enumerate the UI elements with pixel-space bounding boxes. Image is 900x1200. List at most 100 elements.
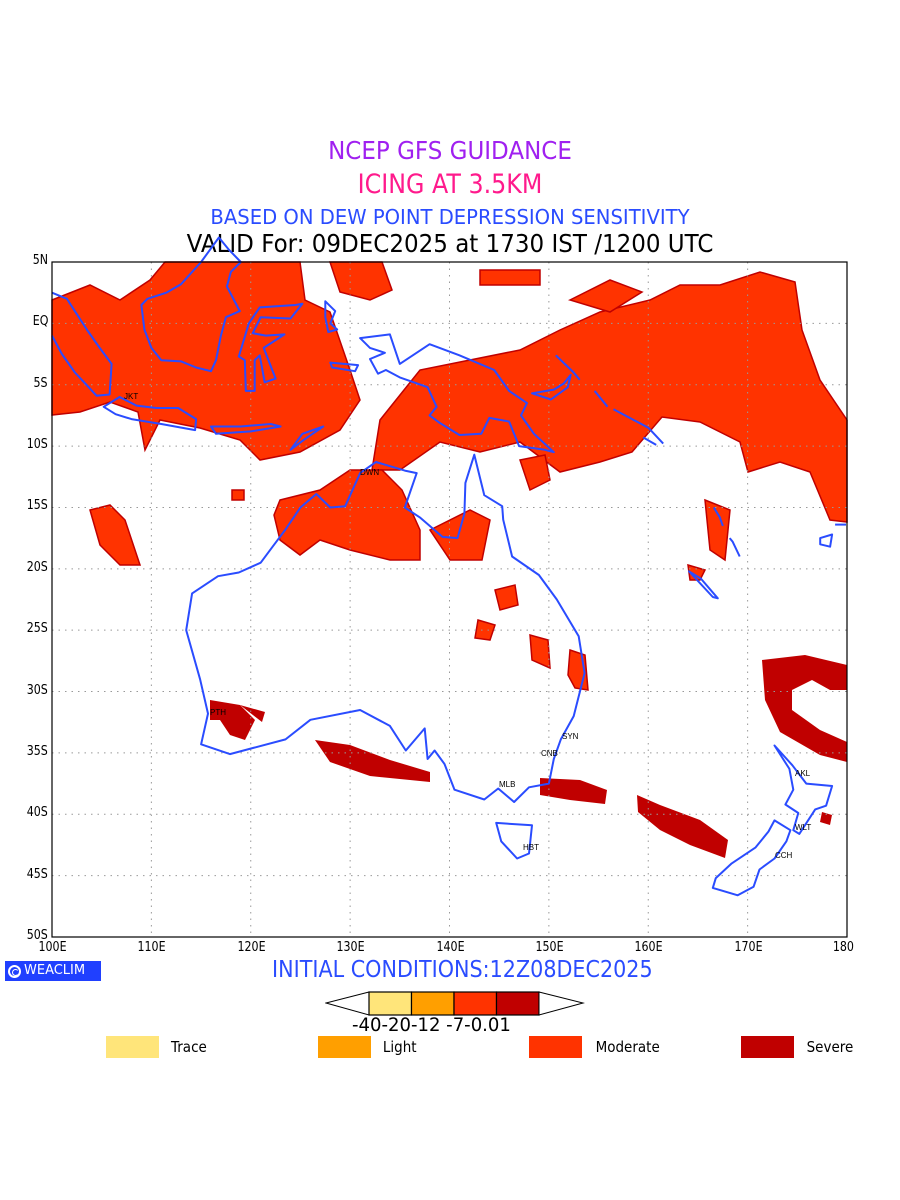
coastline-sumatra <box>51 291 113 397</box>
lat-tick-label: 5S <box>33 375 48 391</box>
severe-icing-area <box>762 655 847 762</box>
moderate-icing-area <box>328 261 393 301</box>
moderate-icing-area <box>371 271 848 523</box>
legend-label: Trace <box>170 1038 207 1056</box>
legend-swatch <box>106 1036 159 1058</box>
coastline-bougainville <box>593 390 609 408</box>
lat-tick-label: 20S <box>26 559 48 575</box>
moderate-icing-area <box>273 469 421 561</box>
coastline-new-caledonia <box>688 570 719 600</box>
title-line-1: NCEP GFS GUIDANCE <box>328 136 572 165</box>
city-label-jkt: JKT <box>124 392 139 401</box>
map-frame <box>51 261 848 938</box>
coastline-vanuatu <box>712 506 724 527</box>
coastline-new-ireland <box>555 354 581 381</box>
coastline-fiji <box>819 533 834 548</box>
moderate-icing-area <box>567 279 644 313</box>
legend-label: Moderate <box>595 1038 660 1056</box>
colorbar-box <box>368 991 413 1016</box>
severe-icing-area <box>210 700 255 740</box>
lon-tick-label: 130E <box>336 940 365 955</box>
legend-item-severe: Severe <box>741 1036 856 1058</box>
severe-icing-area <box>540 778 607 804</box>
coastline-sulawesi <box>237 302 304 392</box>
colorbar-right-arrow <box>538 991 585 1016</box>
legend-item-moderate: Moderate <box>529 1036 663 1058</box>
coastline-timor <box>289 425 325 451</box>
severe-icing-area <box>240 705 265 722</box>
coastline-vanuatu-south <box>728 537 741 557</box>
colorbar-left-arrow <box>325 991 370 1016</box>
city-label-dwn: DWN <box>360 468 380 477</box>
coastline-lesser-sunda <box>210 423 282 435</box>
coastline-halmahera <box>324 300 339 333</box>
legend-label: Severe <box>806 1038 854 1056</box>
city-label-mlb: MLB <box>499 780 516 789</box>
city-label-cnb: CNB <box>541 749 558 758</box>
severe-icing-area <box>637 795 728 858</box>
icing-map <box>51 236 848 938</box>
lat-tick-label: 25S <box>26 621 48 637</box>
severe-icing-area <box>315 740 430 782</box>
colorbar-labels: -40-20-12 -7-0.01 <box>352 1014 511 1036</box>
moderate-icing-area <box>428 509 491 561</box>
colorbar-box <box>495 991 540 1016</box>
lat-tick-label: 5N <box>32 253 48 268</box>
legend-item-trace: Trace <box>106 1036 209 1058</box>
moderate-icing-area <box>231 489 245 501</box>
lat-tick-label: 45S <box>26 866 48 882</box>
colorbar <box>325 991 585 1016</box>
coastline-nz-south-island <box>711 819 792 897</box>
city-label-akl: AKL <box>795 769 811 778</box>
moderate-icing-area <box>704 498 731 562</box>
coastline-tasmania <box>495 821 533 860</box>
moderate-icing-area <box>479 269 541 286</box>
colorbar-box <box>410 991 455 1016</box>
legend-swatch <box>741 1036 794 1058</box>
copyright-icon <box>8 964 21 978</box>
lon-tick-label: 110E <box>137 940 166 955</box>
title-line-3: BASED ON DEW POINT DEPRESSION SENSITIVIT… <box>210 205 690 229</box>
lat-tick-label: 35S <box>26 743 48 759</box>
coastline-borneo <box>140 236 242 373</box>
moderate-icing-area <box>529 633 551 670</box>
title-line-2: ICING AT 3.5KM <box>357 169 543 200</box>
legend-item-light: Light <box>318 1036 418 1058</box>
lat-tick-label: 10S <box>26 437 48 453</box>
valid-time-title: VALID For: 09DEC2025 at 1730 IST /1200 U… <box>186 229 714 258</box>
coastline-new-britain <box>531 373 572 401</box>
lon-tick-label: 170E <box>734 940 763 955</box>
grid-lines <box>52 262 847 937</box>
city-label-cch: CCH <box>775 851 793 860</box>
legend-label: Light <box>382 1038 417 1056</box>
moderate-icing-area <box>494 584 519 611</box>
severe-icing-area <box>820 812 832 825</box>
icing-areas <box>51 261 848 858</box>
weaclim-logo: WEACLIM <box>5 961 101 981</box>
logo-text: WEACLIM <box>24 963 86 978</box>
moderate-icing-area <box>474 619 496 641</box>
lat-tick-label: 15S <box>26 498 48 514</box>
coastline-solomons <box>613 408 664 445</box>
lat-tick-label: 30S <box>26 682 48 698</box>
lat-tick-label: 40S <box>26 805 48 821</box>
city-label-syn: SYN <box>562 732 579 741</box>
lon-tick-label: 160E <box>634 940 663 955</box>
coastline-guadalcanal <box>642 436 657 446</box>
lon-tick-label: 150E <box>535 940 564 955</box>
coastline-seram <box>329 361 360 373</box>
legend-swatch <box>318 1036 371 1058</box>
lat-tick-label: EQ <box>32 314 48 330</box>
lon-tick-label: 180 <box>832 940 854 955</box>
initial-conditions: INITIAL CONDITIONS:12Z08DEC2025 <box>272 957 653 983</box>
city-label-pth: PTH <box>210 708 226 717</box>
moderate-icing-area <box>519 454 551 492</box>
coastline-nz-north-island <box>773 744 834 835</box>
coastlines <box>51 236 846 897</box>
coastline-new-guinea <box>359 333 555 454</box>
city-label-hbt: HBT <box>523 843 539 852</box>
city-label-wlt: WLT <box>795 823 812 832</box>
moderate-icing-area <box>51 261 361 461</box>
moderate-icing-area <box>89 504 142 566</box>
lon-tick-label: 140E <box>435 940 465 955</box>
